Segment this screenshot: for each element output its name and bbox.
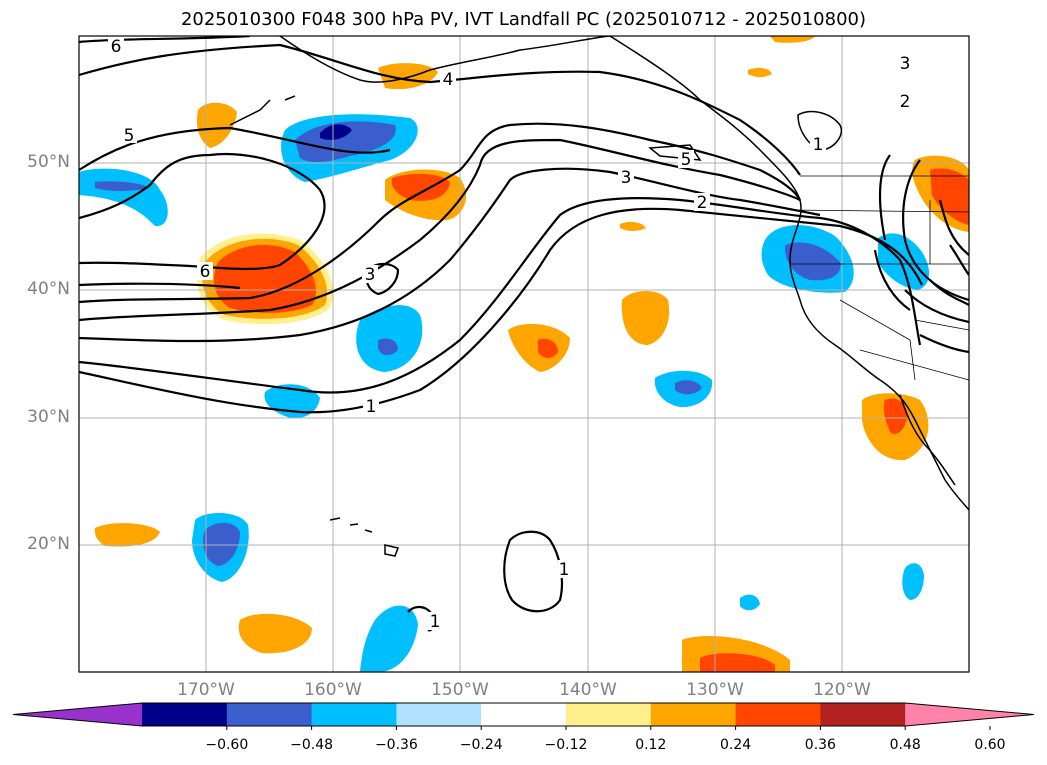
colorbar-segment <box>820 703 906 726</box>
svg-text:3: 3 <box>365 265 376 285</box>
colorbar-segment <box>226 703 313 726</box>
lat-label-20n: 20°N <box>27 534 70 554</box>
pv-contour-label: 4 <box>440 70 456 90</box>
colorbar-segment <box>735 703 821 726</box>
colorbar <box>12 702 1035 730</box>
lon-label-150w: 150°W <box>431 680 489 700</box>
colorbar-outline <box>12 702 1035 727</box>
colorbar-tick-label: 0.36 <box>804 737 836 753</box>
svg-text:3: 3 <box>621 168 632 188</box>
pv-contour-label: 3 <box>618 168 634 188</box>
graticule <box>79 36 969 672</box>
colorbar-tick-label: 0.12 <box>635 737 667 753</box>
colorbar-segment <box>396 703 482 726</box>
lon-label-130w: 130°W <box>686 680 744 700</box>
lon-label-170w: 170°W <box>177 680 235 700</box>
colorbar-tick-label: −0.36 <box>374 737 418 753</box>
svg-text:6: 6 <box>200 262 211 282</box>
lat-label-30n: 30°N <box>27 407 70 427</box>
svg-text:2: 2 <box>900 92 911 112</box>
svg-text:3: 3 <box>900 54 911 74</box>
colorbar-segment <box>311 703 397 726</box>
colorbar-tick-label: 0.24 <box>720 737 752 753</box>
lon-label-120w: 120°W <box>813 680 871 700</box>
colorbar-extend-right <box>905 703 1034 726</box>
pv-contour-label: 5 <box>678 150 694 170</box>
colorbar-tick-label: 0.60 <box>974 737 1006 753</box>
pv-contour-label: 3 <box>362 265 378 285</box>
colorbar-segment <box>481 703 567 726</box>
svg-text:4: 4 <box>443 70 454 90</box>
pv-contours <box>79 36 969 632</box>
pv-contour-label: 3 <box>897 54 913 74</box>
pv-contour-label: 6 <box>108 36 124 57</box>
pv-contour-label: 1 <box>810 135 826 155</box>
svg-text:5: 5 <box>124 126 135 146</box>
colorbar-tick-label: −0.48 <box>290 737 334 753</box>
svg-text:6: 6 <box>111 37 122 57</box>
svg-text:5: 5 <box>681 150 692 170</box>
lon-label-140w: 140°W <box>559 680 617 700</box>
pv-contour-label: 2 <box>694 193 710 213</box>
svg-text:1: 1 <box>559 560 570 580</box>
pv-contour-label: 5 <box>121 125 137 146</box>
svg-text:1: 1 <box>430 612 441 632</box>
colorbar-segment <box>650 703 737 726</box>
lon-label-160w: 160°W <box>304 680 362 700</box>
pv-contour-label: 1 <box>428 612 442 632</box>
svg-text:1: 1 <box>366 397 377 417</box>
lat-label-50n: 50°N <box>27 152 70 172</box>
pv-contour-label: 6 <box>197 262 213 282</box>
colorbar-extend-left <box>13 703 142 726</box>
colorbar-segment <box>566 703 652 726</box>
lat-label-40n: 40°N <box>27 279 70 299</box>
colorbar-tick-label: −0.24 <box>459 737 503 753</box>
map-title: 2025010300 F048 300 hPa PV, IVT Landfall… <box>180 9 867 30</box>
negative-anomaly-regions <box>79 114 930 672</box>
pv-contour-label: 1 <box>363 397 379 417</box>
colorbar-segment <box>142 703 228 726</box>
pv-contour-label: 1 <box>558 560 574 580</box>
colorbar-tick-label: −0.12 <box>544 737 588 753</box>
colorbar-tick-label: 0.48 <box>889 737 921 753</box>
shaded-pc-field <box>79 36 969 672</box>
svg-text:2: 2 <box>697 193 708 213</box>
borders <box>789 175 969 381</box>
pv-contour-labels: 6 5 4 3 2 1 6 3 1 3 2 1 1 5 <box>108 36 913 632</box>
svg-text:1: 1 <box>813 135 824 155</box>
map-frame <box>78 35 970 673</box>
pv-contour-label: 2 <box>897 92 913 112</box>
colorbar-tick-label: −0.60 <box>205 737 249 753</box>
coastlines <box>229 36 969 557</box>
